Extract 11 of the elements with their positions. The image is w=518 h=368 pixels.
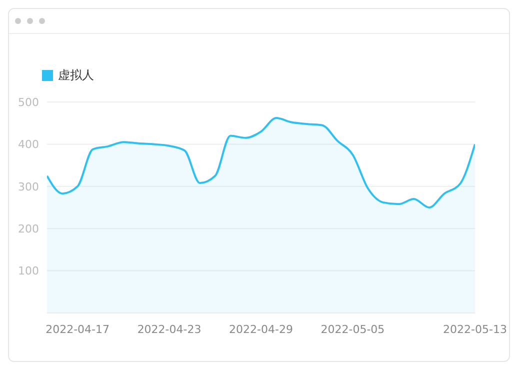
y-tick-label: 500 — [18, 96, 39, 109]
x-tick-label: 2022-04-23 — [137, 323, 202, 336]
y-tick-label: 400 — [18, 138, 39, 152]
y-tick-label: 300 — [18, 180, 39, 194]
x-tick-label: 2022-04-29 — [229, 323, 293, 336]
x-tick-label: 2022-05-05 — [320, 323, 385, 336]
x-tick-label: 2022-04-17 — [46, 323, 110, 336]
y-tick-label: 200 — [18, 222, 39, 236]
x-tick-label: 2022-05-13 — [443, 323, 507, 336]
y-tick-label: 100 — [18, 264, 39, 278]
legend-label: 虚拟人 — [58, 67, 94, 84]
